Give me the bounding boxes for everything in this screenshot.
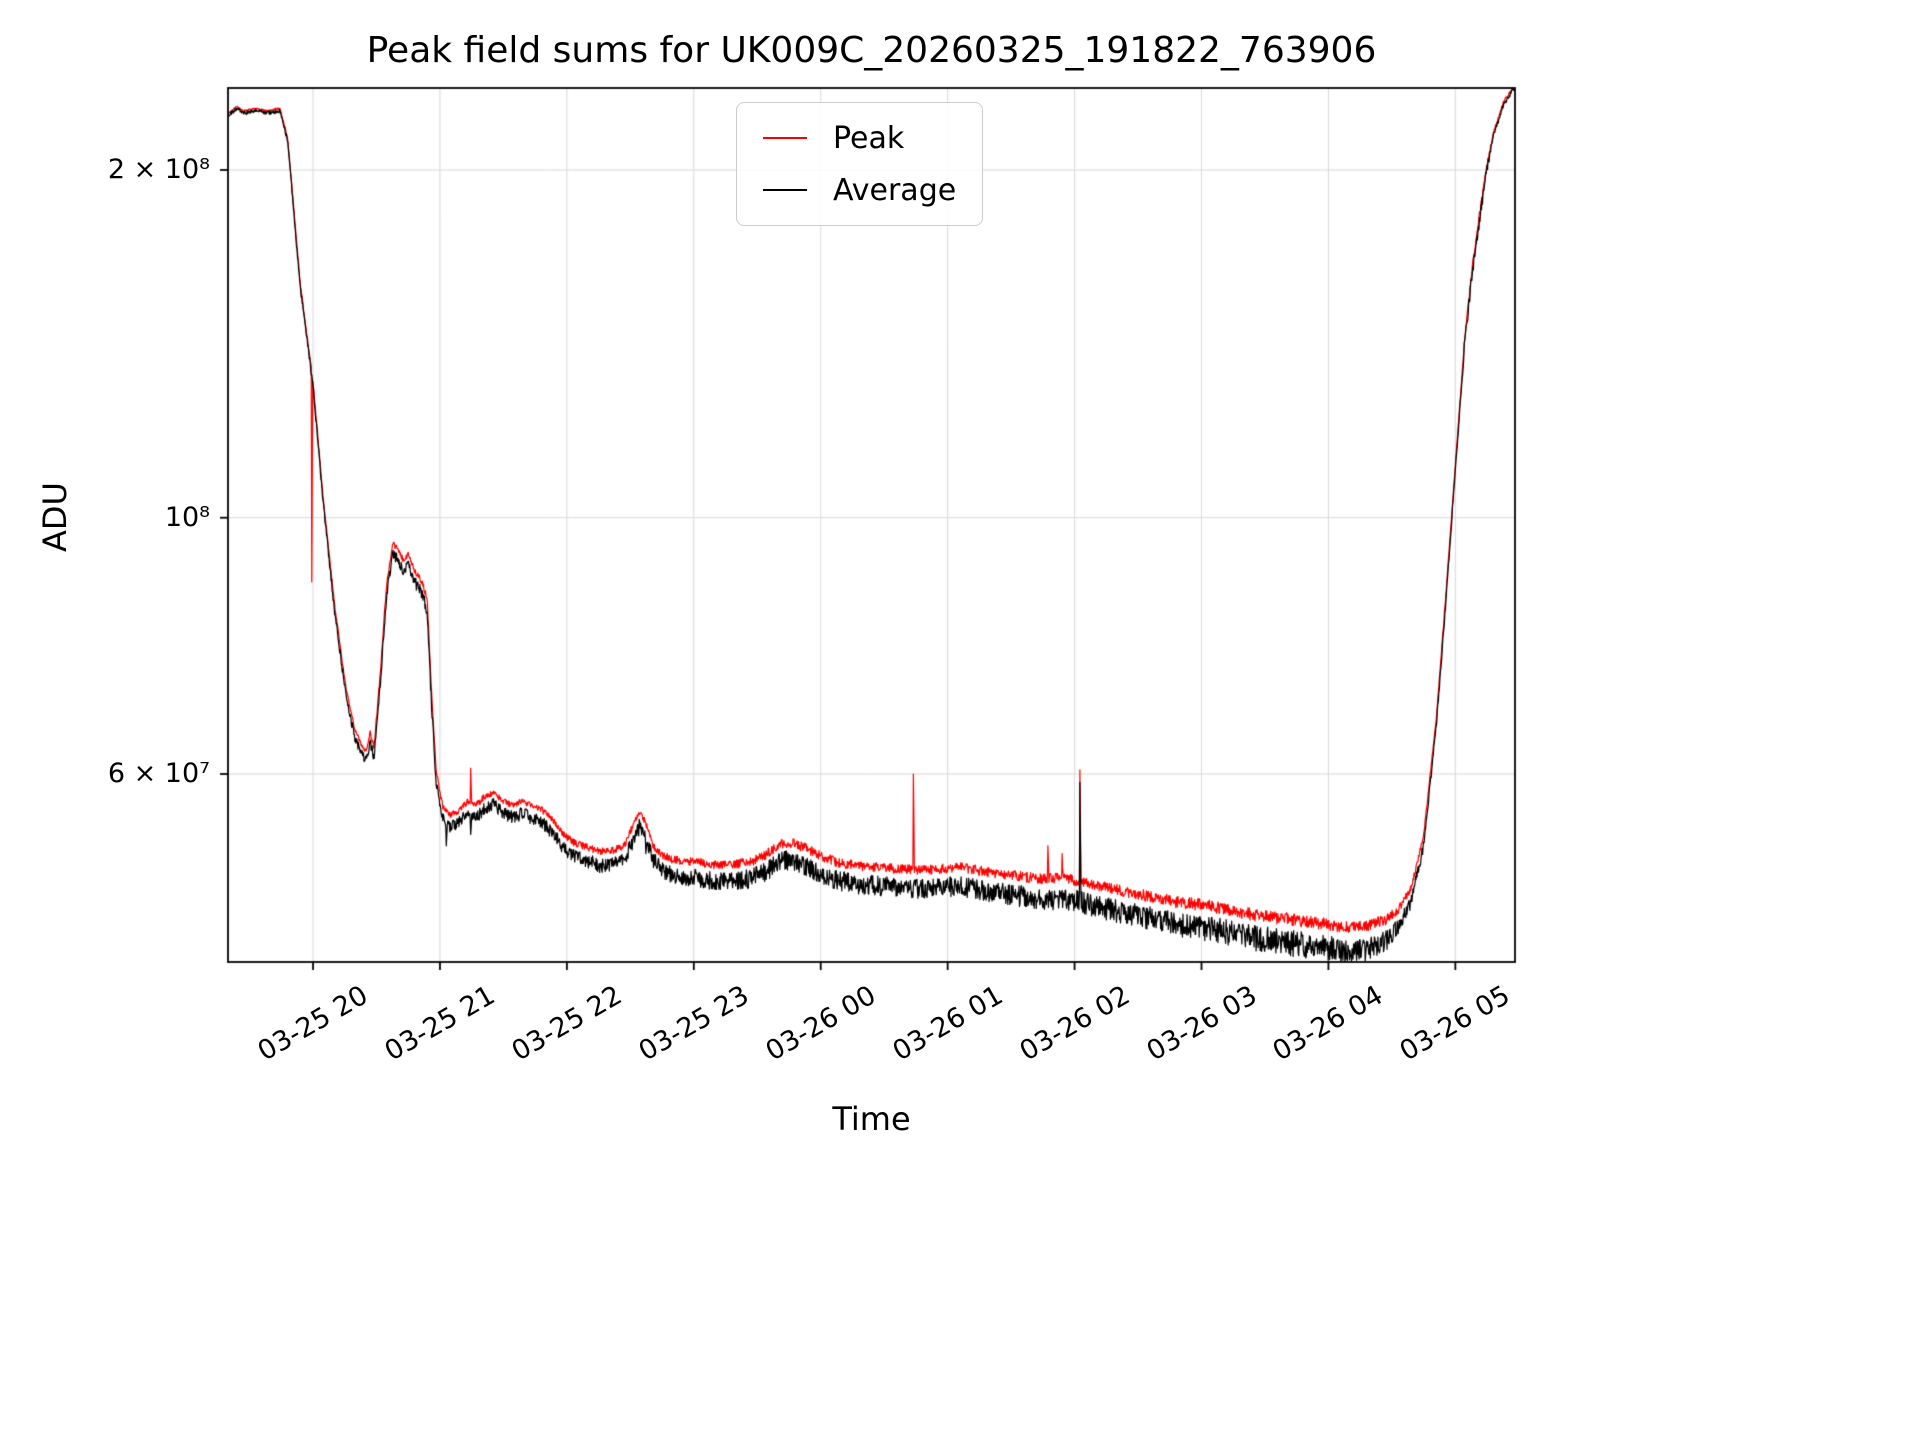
legend-entry-peak: Peak xyxy=(763,115,956,161)
legend-entry-average: Average xyxy=(763,167,956,213)
legend-label-average: Average xyxy=(833,172,957,208)
chart-title: Peak field sums for UK009C_20260325_1918… xyxy=(366,30,1377,71)
legend-line-average-icon xyxy=(763,189,807,191)
x-axis-label: Time xyxy=(832,1100,911,1138)
y-tick-label: 10⁸ xyxy=(164,501,210,533)
legend-label-peak: Peak xyxy=(833,120,905,156)
y-tick-label: 6 × 10⁷ xyxy=(107,758,210,789)
legend-line-peak-icon xyxy=(763,137,807,139)
y-axis-label: ADU xyxy=(36,482,74,552)
y-tick-label: 2 × 10⁸ xyxy=(107,153,210,185)
legend: Peak Average xyxy=(736,102,984,226)
